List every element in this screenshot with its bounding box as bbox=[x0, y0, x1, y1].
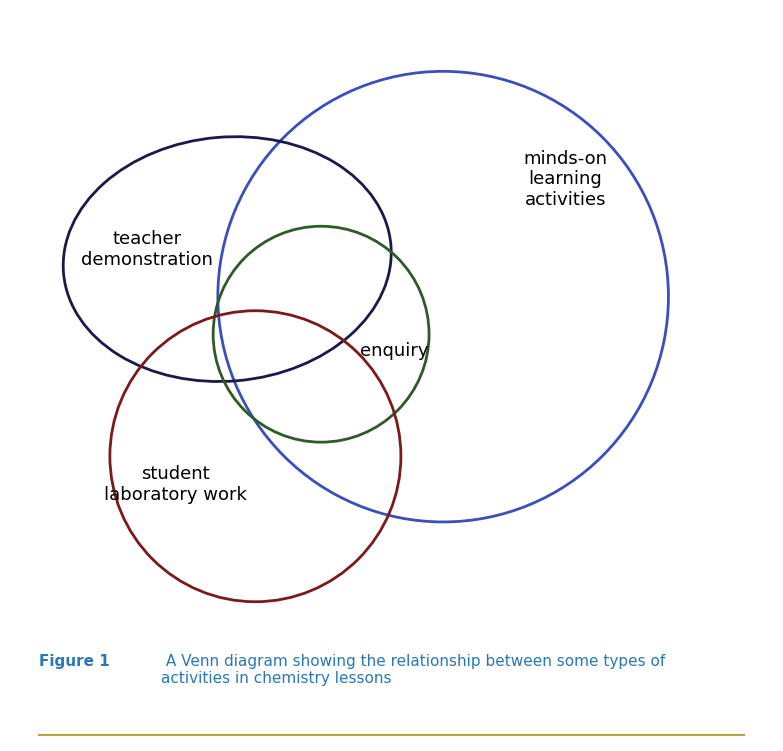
Text: minds-on
learning
activities: minds-on learning activities bbox=[523, 149, 607, 209]
Text: Figure 1: Figure 1 bbox=[39, 653, 110, 668]
Text: student
laboratory work: student laboratory work bbox=[104, 465, 247, 504]
Text: A Venn diagram showing the relationship between some types of
activities in chem: A Venn diagram showing the relationship … bbox=[161, 653, 665, 686]
Text: teacher
demonstration: teacher demonstration bbox=[81, 231, 213, 269]
Text: enquiry: enquiry bbox=[360, 342, 428, 360]
